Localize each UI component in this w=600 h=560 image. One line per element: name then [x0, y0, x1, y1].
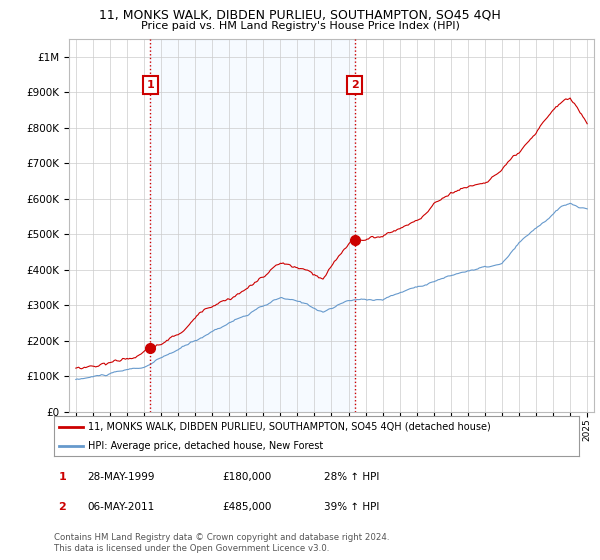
Bar — [151, 39, 355, 412]
Text: 2: 2 — [59, 502, 66, 512]
Text: 11, MONKS WALK, DIBDEN PURLIEU, SOUTHAMPTON, SO45 4QH: 11, MONKS WALK, DIBDEN PURLIEU, SOUTHAMP… — [99, 9, 501, 22]
Text: 06-MAY-2011: 06-MAY-2011 — [87, 502, 154, 512]
Text: £180,000: £180,000 — [222, 472, 271, 482]
Text: 28% ↑ HPI: 28% ↑ HPI — [324, 472, 379, 482]
Text: 1: 1 — [59, 472, 66, 482]
Text: 39% ↑ HPI: 39% ↑ HPI — [324, 502, 379, 512]
Text: 28-MAY-1999: 28-MAY-1999 — [87, 472, 155, 482]
Text: Price paid vs. HM Land Registry's House Price Index (HPI): Price paid vs. HM Land Registry's House … — [140, 21, 460, 31]
Text: HPI: Average price, detached house, New Forest: HPI: Average price, detached house, New … — [88, 441, 323, 450]
Text: 11, MONKS WALK, DIBDEN PURLIEU, SOUTHAMPTON, SO45 4QH (detached house): 11, MONKS WALK, DIBDEN PURLIEU, SOUTHAMP… — [88, 422, 491, 432]
Text: £485,000: £485,000 — [222, 502, 271, 512]
Text: 1: 1 — [146, 80, 154, 90]
Text: Contains HM Land Registry data © Crown copyright and database right 2024.
This d: Contains HM Land Registry data © Crown c… — [54, 533, 389, 553]
Text: 2: 2 — [350, 80, 358, 90]
